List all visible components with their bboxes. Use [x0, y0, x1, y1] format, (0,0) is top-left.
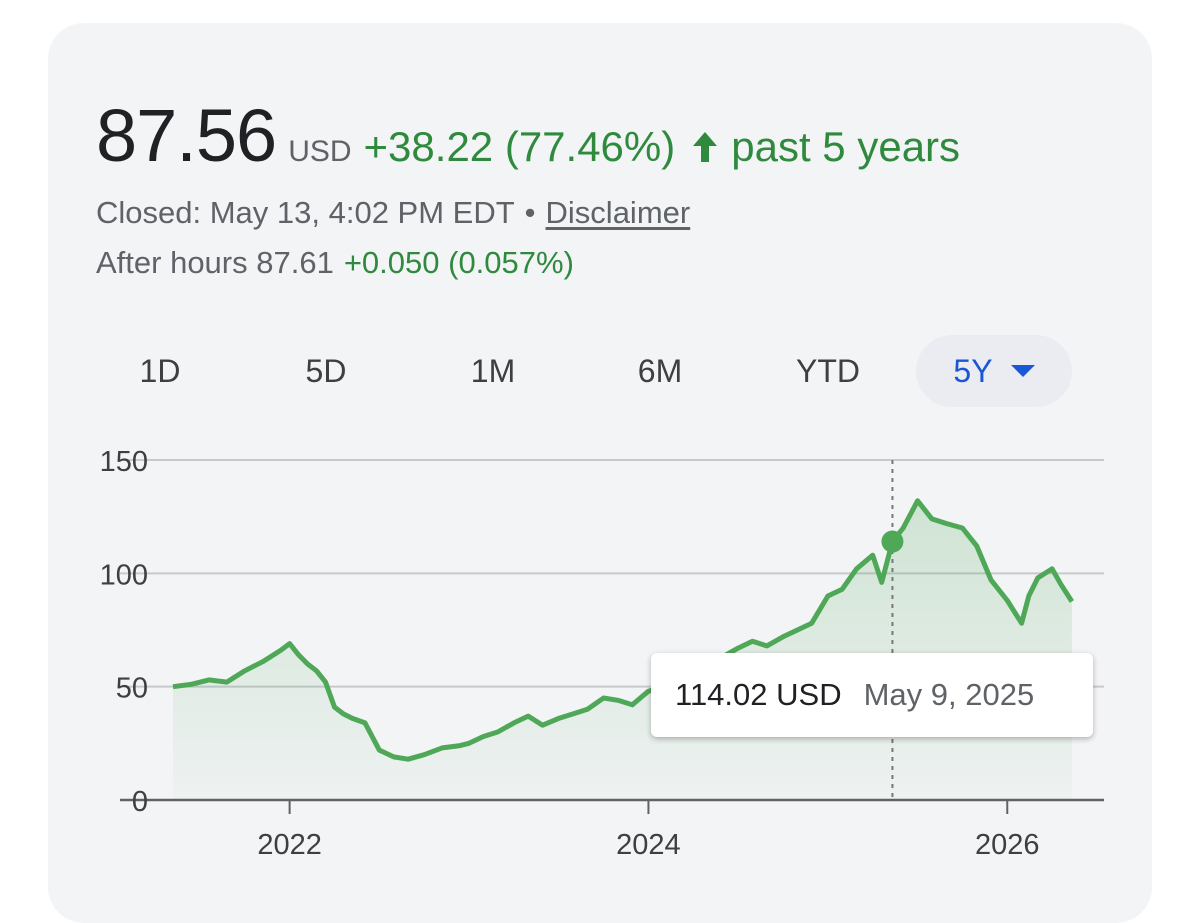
- after-hours-change: +0.050 (0.057%): [343, 245, 574, 280]
- tab-5d[interactable]: 5D: [286, 335, 366, 407]
- current-price: 87.56: [96, 94, 277, 177]
- closed-time: Closed: May 13, 4:02 PM EDT: [96, 195, 515, 230]
- x-tick-label: 2022: [257, 829, 322, 861]
- after-hours-price: After hours 87.61: [96, 245, 334, 280]
- tab-5y[interactable]: 5Y: [916, 335, 1072, 407]
- hover-marker: [881, 530, 904, 553]
- tab-label: 6M: [637, 353, 683, 389]
- tooltip-value: 114.02 USD: [675, 677, 842, 712]
- price-change: +38.22 (77.46%): [363, 123, 676, 170]
- currency-label: USD: [288, 135, 352, 168]
- range-tabs: 1D 5D 1M 6M YTD 5Y: [48, 335, 1152, 407]
- disclaimer-link[interactable]: Disclaimer: [545, 195, 691, 230]
- price-tooltip: 114.02 USD May 9, 2025: [651, 653, 1093, 737]
- x-tick-label: 2026: [975, 829, 1040, 861]
- arrow-up-icon: [691, 130, 719, 164]
- tab-label: 5D: [305, 353, 347, 389]
- tab-ytd[interactable]: YTD: [778, 335, 878, 407]
- y-axis: 0 50 100 150: [100, 446, 148, 818]
- change-period: past 5 years: [731, 123, 961, 170]
- caret-down-icon: [1010, 365, 1035, 377]
- y-tick-label: 100: [100, 559, 148, 591]
- y-tick-label: 50: [116, 673, 148, 705]
- price-area: [173, 500, 1072, 800]
- tooltip-date: May 9, 2025: [863, 677, 1035, 712]
- price-chart[interactable]: 0 50 100 150 2022 2024 2026: [48, 423, 1152, 873]
- x-tick-label: 2024: [616, 829, 681, 861]
- tab-1m[interactable]: 1M: [453, 335, 533, 407]
- price-line: [172, 498, 1075, 762]
- y-tick-label: 150: [100, 446, 148, 478]
- separator-dot: •: [524, 195, 536, 230]
- tab-label: YTD: [796, 353, 860, 389]
- tab-6m[interactable]: 6M: [620, 335, 700, 407]
- stock-card: 87.56 USD +38.22 (77.46%) past 5 years C…: [48, 23, 1152, 923]
- price-row: 87.56 USD +38.22 (77.46%) past 5 years: [96, 93, 960, 178]
- after-hours-row: After hours 87.61 +0.050 (0.057%): [96, 245, 574, 281]
- x-axis: 2022 2024 2026: [257, 800, 1040, 861]
- tab-1d[interactable]: 1D: [120, 335, 200, 407]
- tab-label: 1M: [470, 353, 516, 389]
- y-tick-label: 0: [132, 786, 148, 818]
- tab-label: 1D: [139, 353, 181, 389]
- tab-label: 5Y: [953, 353, 993, 389]
- market-status: Closed: May 13, 4:02 PM EDT • Disclaimer: [96, 195, 690, 231]
